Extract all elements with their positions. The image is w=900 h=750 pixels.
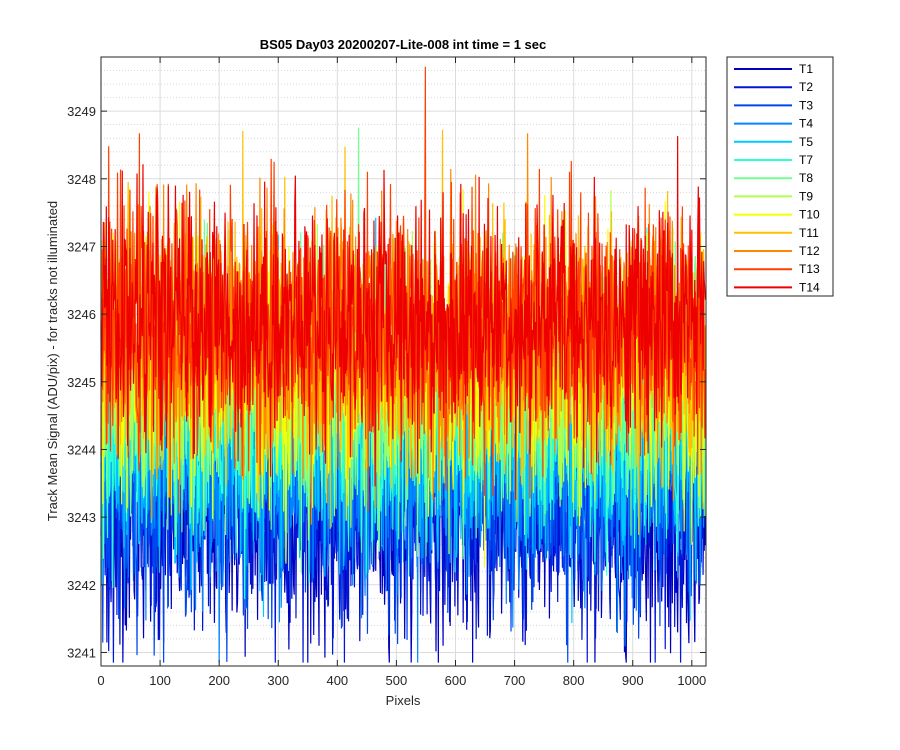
legend-label: T12 [799, 244, 820, 258]
legend-item-t13[interactable]: T13 [734, 262, 820, 276]
legend-label: T14 [799, 280, 820, 294]
y-tick-label: 3248 [67, 172, 96, 187]
legend-item-t12[interactable]: T12 [734, 244, 820, 258]
y-tick-label: 3243 [67, 510, 96, 525]
legend-item-t10[interactable]: T10 [734, 208, 820, 222]
y-tick-label: 3249 [67, 104, 96, 119]
y-tick-label: 3242 [67, 578, 96, 593]
x-tick-label: 1000 [677, 673, 706, 688]
legend-item-t1[interactable]: T1 [734, 62, 813, 76]
legend-label: T2 [799, 80, 813, 94]
legend-label: T8 [799, 171, 813, 185]
legend[interactable]: T1 T2 T3 T4 T5 T7 T8 T9 T10 T11 T12 T13 T14 [726, 56, 834, 297]
y-tick-label: 3246 [67, 307, 96, 322]
legend-entries: T1 T2 T3 T4 T5 T7 T8 T9 T10 T11 T12 T13 T14 [734, 62, 820, 294]
y-tick-label: 3245 [67, 375, 96, 390]
y-tick-label: 3241 [67, 645, 96, 660]
legend-label: T3 [799, 98, 813, 112]
legend-label: T1 [799, 62, 813, 76]
legend-item-t2[interactable]: T2 [734, 80, 813, 94]
legend-item-t9[interactable]: T9 [734, 189, 813, 203]
legend-item-t5[interactable]: T5 [734, 135, 813, 149]
x-tick-label: 700 [504, 673, 526, 688]
legend-label: T10 [799, 208, 820, 222]
x-tick-label: 0 [97, 673, 104, 688]
legend-box [726, 56, 834, 297]
legend-item-t11[interactable]: T11 [734, 226, 819, 240]
legend-item-t7[interactable]: T7 [734, 153, 813, 167]
series-group [100, 66, 707, 663]
y-tick-label: 3247 [67, 239, 96, 254]
x-tick-label: 600 [445, 673, 467, 688]
legend-item-t8[interactable]: T8 [734, 171, 813, 185]
ticks: 0 100 200 300 400 500 600 700 800 900 1000 3241 3242… [67, 57, 706, 688]
x-tick-label: 900 [622, 673, 644, 688]
legend-label: T7 [799, 153, 813, 167]
legend-item-t14[interactable]: T14 [734, 280, 820, 294]
x-axis-label: Pixels [386, 693, 421, 708]
axes-box [100, 56, 707, 667]
y-axis-label: Track Mean Signal (ADU/pix) - for tracks… [45, 201, 60, 521]
x-tick-label: 400 [326, 673, 348, 688]
legend-item-t3[interactable]: T3 [734, 98, 813, 112]
x-tick-label: 100 [149, 673, 171, 688]
chart-title: BS05 Day03 20200207-Lite-008 int time = … [260, 37, 547, 52]
x-tick-label: 300 [267, 673, 289, 688]
legend-label: T11 [799, 226, 819, 240]
legend-item-t4[interactable]: T4 [734, 117, 813, 131]
legend-label: T9 [799, 189, 813, 203]
x-tick-label: 200 [208, 673, 230, 688]
y-tick-label: 3244 [67, 442, 96, 457]
x-tick-label: 500 [386, 673, 408, 688]
legend-label: T5 [799, 135, 813, 149]
legend-label: T13 [799, 262, 820, 276]
x-tick-label: 800 [563, 673, 585, 688]
legend-label: T4 [799, 117, 813, 131]
series-line-t14 [100, 136, 707, 500]
